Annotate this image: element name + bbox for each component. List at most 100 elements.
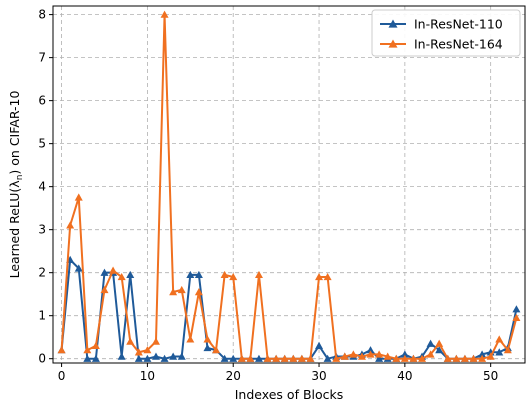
y-tick-label: 5: [38, 137, 46, 151]
data-point-in-resnet-164: [203, 335, 212, 343]
data-point-in-resnet-110: [160, 354, 169, 362]
data-point-in-resnet-164: [91, 341, 100, 349]
data-point-in-resnet-164: [357, 352, 366, 360]
data-point-in-resnet-164: [512, 313, 521, 322]
data-point-in-resnet-164: [469, 354, 478, 362]
data-point-in-resnet-164: [392, 354, 401, 362]
data-point-in-resnet-110: [169, 352, 178, 360]
legend-marker-in-resnet-164: [388, 39, 398, 48]
x-tick-label: 20: [226, 369, 241, 383]
data-point-in-resnet-110: [512, 305, 521, 313]
data-point-in-resnet-164: [229, 272, 238, 281]
x-tick-label: 30: [311, 369, 326, 383]
data-point-in-resnet-110: [435, 346, 444, 354]
legend-label-in-resnet-110: In-ResNet-110: [414, 17, 503, 32]
data-point-in-resnet-164: [66, 221, 75, 229]
y-tick-label: 1: [38, 309, 46, 323]
data-point-in-resnet-110: [478, 350, 487, 358]
data-point-in-resnet-164: [332, 354, 341, 362]
data-point-in-resnet-164: [280, 354, 289, 362]
data-point-in-resnet-110: [203, 343, 212, 352]
data-point-in-resnet-164: [383, 352, 392, 360]
data-point-in-resnet-110: [426, 339, 435, 347]
data-point-in-resnet-164: [297, 354, 306, 362]
y-tick-label: 2: [38, 266, 46, 280]
y-tick-label: 6: [38, 94, 46, 108]
data-point-in-resnet-110: [117, 352, 126, 360]
data-point-in-resnet-110: [126, 270, 135, 279]
data-point-in-resnet-164: [375, 350, 384, 358]
legend-entry-in-resnet-164: In-ResNet-164: [380, 37, 503, 52]
data-point-in-resnet-110: [134, 354, 143, 362]
data-point-in-resnet-164: [349, 350, 358, 358]
data-point-in-resnet-164: [186, 335, 195, 343]
data-point-in-resnet-110: [100, 268, 109, 276]
grid-lines: [53, 6, 525, 363]
data-point-in-resnet-110: [366, 346, 375, 354]
data-point-in-resnet-164: [426, 350, 435, 358]
data-point-in-resnet-164: [263, 354, 272, 362]
data-point-in-resnet-110: [323, 354, 332, 362]
data-point-in-resnet-110: [229, 354, 238, 362]
data-point-in-resnet-164: [134, 348, 143, 356]
x-tick-label: 0: [58, 369, 66, 383]
data-point-in-resnet-110: [143, 354, 152, 362]
series-layer: [57, 10, 521, 362]
data-point-in-resnet-164: [400, 354, 409, 362]
data-point-in-resnet-110: [177, 352, 186, 360]
data-point-in-resnet-164: [443, 354, 452, 362]
series-in-resnet-164: [57, 10, 521, 362]
data-point-in-resnet-164: [495, 335, 504, 343]
y-tick-label: 7: [38, 51, 46, 65]
data-point-in-resnet-164: [272, 354, 281, 362]
data-point-in-resnet-164: [323, 272, 332, 281]
data-point-in-resnet-164: [452, 354, 461, 362]
plot-frame: [52, 5, 526, 364]
data-point-in-resnet-164: [109, 266, 118, 274]
y-axis-label-main: Learned ReLU(λ: [7, 180, 22, 279]
data-point-in-resnet-164: [57, 346, 66, 354]
data-point-in-resnet-164: [289, 354, 298, 362]
x-tick-label: 50: [483, 369, 498, 383]
data-point-in-resnet-164: [418, 354, 427, 362]
x-tick-label: 40: [397, 369, 412, 383]
data-point-in-resnet-164: [486, 352, 495, 360]
data-point-in-resnet-110: [315, 341, 324, 349]
data-point-in-resnet-164: [220, 270, 229, 279]
y-tick-label: 4: [38, 180, 46, 194]
data-point-in-resnet-164: [340, 352, 349, 360]
data-point-in-resnet-164: [237, 354, 246, 362]
data-point-in-resnet-110: [91, 354, 100, 362]
legend-marker-in-resnet-110: [388, 19, 398, 28]
series-in-resnet-110: [57, 255, 521, 362]
data-point-in-resnet-164: [194, 288, 203, 296]
data-point-in-resnet-164: [83, 346, 92, 354]
legend-label-in-resnet-164: In-ResNet-164: [414, 37, 503, 52]
legend: In-ResNet-110 In-ResNet-164: [371, 9, 521, 57]
x-tick-label: 10: [140, 369, 155, 383]
data-point-in-resnet-110: [186, 270, 195, 279]
data-point-in-resnet-110: [220, 354, 229, 362]
data-point-in-resnet-164: [306, 354, 315, 362]
legend-entry-in-resnet-110: In-ResNet-110: [380, 17, 503, 32]
data-point-in-resnet-164: [160, 10, 169, 18]
data-point-in-resnet-164: [460, 354, 469, 362]
data-point-in-resnet-164: [100, 285, 109, 294]
data-point-in-resnet-110: [400, 350, 409, 358]
data-point-in-resnet-164: [435, 339, 444, 347]
y-tick-label: 3: [38, 223, 46, 237]
y-tick-label: 8: [38, 8, 46, 22]
data-point-in-resnet-164: [169, 288, 178, 296]
data-point-in-resnet-164: [246, 354, 255, 362]
data-point-in-resnet-164: [409, 354, 418, 362]
data-point-in-resnet-110: [151, 352, 160, 360]
data-point-in-resnet-110: [83, 354, 92, 362]
data-point-in-resnet-164: [151, 337, 160, 345]
data-point-in-resnet-110: [375, 354, 384, 362]
y-axis-label-tail: ) on CIFAR-10: [7, 91, 22, 175]
x-axis-label: Indexes of Blocks: [235, 387, 344, 402]
axis-ticks: 0 10 20 30 40 50 0 1 2 3 4 5 6 7 8: [38, 8, 498, 383]
y-axis-label: Learned ReLU(λn) on CIFAR-10: [7, 91, 25, 279]
data-point-in-resnet-164: [177, 285, 186, 294]
